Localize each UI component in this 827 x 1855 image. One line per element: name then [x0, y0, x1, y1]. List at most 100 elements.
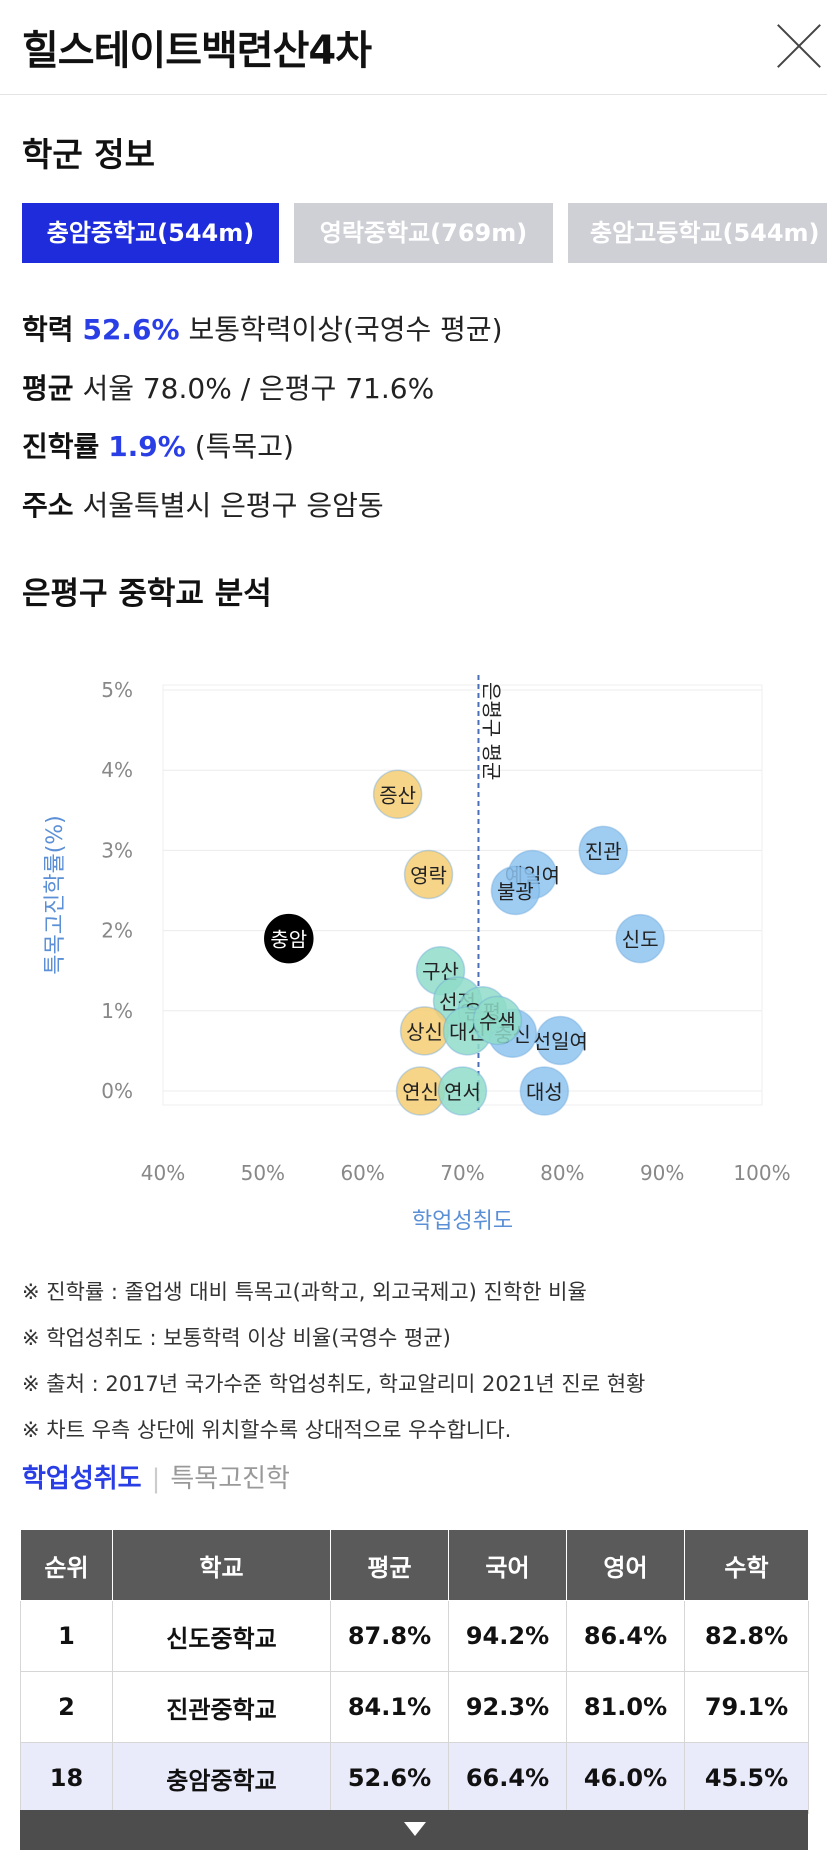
cell-rank: 1 — [20, 1600, 113, 1672]
expand-table-button[interactable] — [20, 1810, 808, 1850]
cell-school: 충암중학교 — [112, 1742, 331, 1814]
cell-english: 46.0% — [566, 1742, 685, 1814]
data-point — [519, 1066, 570, 1116]
data-point-label: 대성 — [526, 1080, 563, 1104]
x-tick-label: 100% — [733, 1161, 790, 1185]
subtab-divider: | — [151, 1464, 161, 1494]
reference-line-label: 은평구 평균 — [479, 682, 503, 780]
cell-math: 45.5% — [684, 1742, 809, 1814]
school-tabs: 충암중학교(544m) 영락중학교(769m) 충암고등학교(544m) — [22, 203, 827, 263]
data-point-label: 충암 — [270, 928, 307, 952]
cell-korean: 92.3% — [448, 1671, 567, 1743]
header: 힐스테이트백련산4차 — [0, 0, 827, 95]
cell-math: 79.1% — [684, 1671, 809, 1743]
table-header-row: 순위 학교 평균 국어 영어 수학 — [20, 1530, 809, 1601]
cell-math: 82.8% — [684, 1600, 809, 1672]
data-point-label: 연서 — [444, 1080, 481, 1104]
col-korean: 국어 — [448, 1530, 567, 1601]
y-tick-label: 2% — [101, 919, 133, 943]
info-average: 평균 서울 78.0% / 은평구 71.6% — [22, 367, 434, 407]
ranking-table: 순위 학교 평균 국어 영어 수학 1 신도중학교 87.8% 94.2% 86… — [20, 1530, 809, 1814]
data-point-label: 수색 — [479, 1009, 516, 1033]
cell-rank: 2 — [20, 1671, 113, 1743]
ranking-subtabs: 학업성취도 | 특목고진학 — [22, 1458, 290, 1495]
table-row: 2 진관중학교 84.1% 92.3% 81.0% 79.1% — [20, 1671, 809, 1743]
y-tick-label: 5% — [101, 678, 133, 702]
data-point — [615, 913, 665, 964]
page-title: 힐스테이트백련산4차 — [22, 28, 372, 74]
note-2: ※ 학업성취도 : 보통학력 이상 비율(국영수 평균) — [22, 1326, 451, 1350]
info-academic-desc: 보통학력이상(국영수 평균) — [188, 313, 503, 346]
info-advancement-desc: (특목고) — [194, 430, 294, 463]
subtab-academic[interactable]: 학업성취도 — [22, 1464, 142, 1494]
col-school: 학교 — [112, 1530, 331, 1601]
cell-school: 신도중학교 — [112, 1600, 331, 1672]
y-axis-label: 특목고진학률(%) — [43, 815, 68, 975]
note-4: ※ 차트 우측 상단에 위치할수록 상대적으로 우수합니다. — [22, 1418, 512, 1442]
x-tick-label: 60% — [340, 1161, 384, 1185]
x-tick-label: 70% — [440, 1161, 484, 1185]
data-point — [264, 913, 314, 964]
col-rank: 순위 — [20, 1530, 113, 1601]
table-row-current-school: 18 충암중학교 52.6% 66.4% 46.0% 45.5% — [20, 1742, 809, 1814]
cell-korean: 66.4% — [448, 1742, 567, 1814]
info-academic-value: 52.6% — [82, 313, 180, 346]
y-tick-label: 0% — [101, 1079, 133, 1103]
data-point-label: 연신 — [402, 1080, 439, 1104]
y-tick-label: 4% — [101, 758, 133, 782]
cell-average: 84.1% — [330, 1671, 449, 1743]
data-point-label: 불광 — [497, 880, 534, 904]
subtab-special-high[interactable]: 특목고진학 — [170, 1464, 290, 1494]
info-average-label: 평균 — [22, 372, 74, 405]
cell-rank: 18 — [20, 1742, 113, 1814]
info-advancement: 진학률 1.9% (특목고) — [22, 425, 294, 465]
data-point — [372, 769, 423, 820]
data-point — [578, 825, 629, 876]
info-address-label: 주소 — [22, 489, 74, 522]
info-academic-label: 학력 — [22, 313, 74, 346]
cell-english: 86.4% — [566, 1600, 685, 1672]
x-axis-label: 학업성취도 — [412, 1209, 513, 1234]
col-english: 영어 — [566, 1530, 685, 1601]
cell-average: 52.6% — [330, 1742, 449, 1814]
data-point — [472, 995, 523, 1046]
x-tick-label: 90% — [640, 1161, 684, 1185]
info-address-value: 서울특별시 은평구 응암동 — [82, 489, 384, 522]
info-advancement-value: 1.9% — [108, 430, 186, 463]
cell-korean: 94.2% — [448, 1600, 567, 1672]
info-academic: 학력 52.6% 보통학력이상(국영수 평균) — [22, 308, 503, 348]
tab-school-3[interactable]: 충암고등학교(544m) — [568, 203, 827, 263]
info-average-value: 서울 78.0% / 은평구 71.6% — [82, 372, 435, 405]
note-3: ※ 출처 : 2017년 국가수준 학업성취도, 학교알리미 2021년 진로 … — [22, 1372, 646, 1396]
cell-school: 진관중학교 — [112, 1671, 331, 1743]
y-tick-label: 3% — [101, 838, 133, 862]
data-point — [490, 865, 541, 916]
data-point — [535, 1015, 586, 1066]
table-row: 1 신도중학교 87.8% 94.2% 86.4% 82.8% — [20, 1600, 809, 1672]
cell-english: 81.0% — [566, 1671, 685, 1743]
col-math: 수학 — [684, 1530, 809, 1601]
x-tick-label: 40% — [141, 1161, 185, 1185]
scatter-chart: 0% 1% 2% 3% 4% 5% 40% 50% 60% 70% 80% 90% 100% 학업성취도 특… — [43, 675, 791, 1234]
note-1: ※ 진학률 : 졸업생 대비 특목고(과학고, 외고국제고) 진학한 비율 — [22, 1280, 587, 1304]
data-point — [437, 1066, 488, 1116]
data-point-label: 진관 — [585, 839, 622, 863]
col-average: 평균 — [330, 1530, 449, 1601]
data-point-label: 선일여 — [533, 1029, 588, 1053]
data-point-label: 증산 — [379, 783, 416, 807]
data-point-label: 상신 — [406, 1020, 443, 1044]
chart-title: 은평구 중학교 분석 — [22, 576, 272, 612]
tab-school-2[interactable]: 영락중학교(769m) — [294, 203, 553, 263]
tab-school-1[interactable]: 충암중학교(544m) — [22, 203, 279, 263]
data-point — [403, 849, 454, 900]
x-tick-label: 50% — [241, 1161, 285, 1185]
close-icon[interactable] — [775, 22, 823, 70]
info-advancement-label: 진학률 — [22, 430, 100, 463]
info-address: 주소 서울특별시 은평구 응암동 — [22, 484, 384, 524]
y-tick-label: 1% — [101, 999, 133, 1023]
section-title-school-info: 학군 정보 — [22, 135, 155, 174]
x-tick-label: 80% — [540, 1161, 584, 1185]
data-point-label: 영락 — [410, 863, 447, 887]
cell-average: 87.8% — [330, 1600, 449, 1672]
data-point-label: 신도 — [622, 928, 659, 952]
